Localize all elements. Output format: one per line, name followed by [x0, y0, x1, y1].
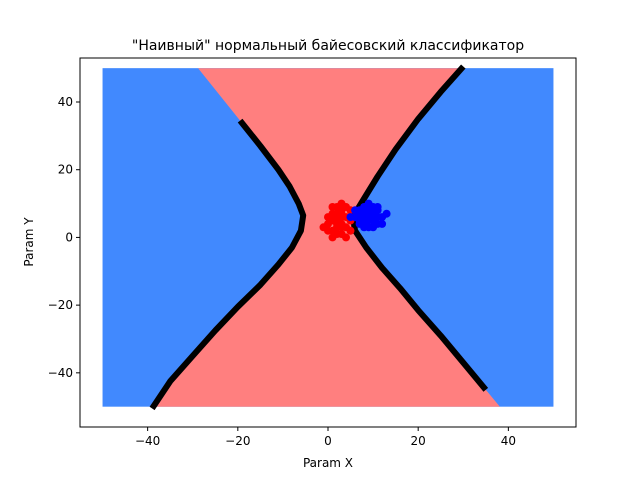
scatter-point-0: [324, 226, 332, 235]
scatter-point-1: [351, 206, 360, 215]
y-tick-label: 40: [58, 95, 73, 109]
x-tick-label: −20: [225, 434, 250, 448]
scatter-point-1: [378, 219, 387, 228]
decision-boundary-right: [349, 64, 489, 392]
scatter-point-0: [346, 226, 355, 235]
data-points: [319, 199, 391, 242]
plot-area: [102, 64, 554, 411]
x-axis-label: Param X: [303, 456, 353, 470]
decision-region: [102, 66, 554, 409]
scatter-point-0: [337, 209, 346, 218]
axis-ticks: −40 −20 0 20 40 −40 −20 0 20 40: [48, 95, 516, 448]
x-tick-label: 20: [411, 434, 426, 448]
x-tick-label: −40: [135, 434, 160, 448]
region-class-0: [152, 66, 500, 409]
scatter-point-1: [346, 213, 355, 222]
y-axis-label: Param Y: [22, 217, 36, 267]
scatter-point-1: [360, 223, 369, 232]
scatter-point-1: [364, 199, 373, 208]
scatter-point-0: [324, 213, 332, 222]
scatter-point-0: [342, 233, 350, 242]
scatter-point-0: [337, 223, 346, 232]
scatter-point-0: [333, 230, 341, 238]
y-tick-label: −40: [48, 366, 73, 380]
scatter-point-0: [328, 203, 337, 211]
decision-boundary-left: [149, 118, 307, 411]
decision-boundary: [149, 64, 489, 411]
y-tick-label: 20: [58, 163, 73, 177]
scatter-point-1: [382, 209, 391, 218]
y-tick-label: 0: [65, 230, 73, 244]
x-tick-label: 0: [324, 434, 332, 448]
y-tick-label: −20: [48, 298, 73, 312]
x-tick-label: 40: [501, 434, 516, 448]
scatter-point-1: [373, 203, 382, 211]
scatter-point-1: [364, 209, 373, 218]
scatter-point-0: [337, 199, 346, 208]
chart-title: "Наивный" нормальный байесовский классиф…: [132, 38, 524, 54]
